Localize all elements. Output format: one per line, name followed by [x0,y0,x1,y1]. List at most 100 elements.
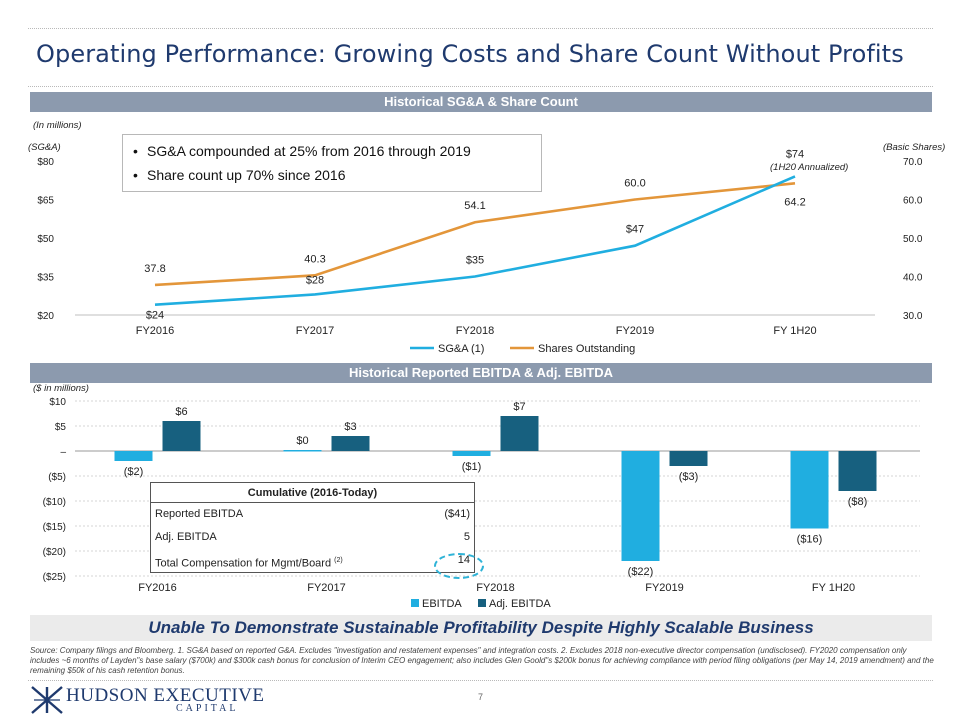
sga-callout-box: SG&A compounded at 25% from 2016 through… [122,134,542,192]
adj-ebitda-bar [162,421,201,451]
adj-ebitda-data-label: ($8) [848,496,868,508]
table-row: Reported EBITDA ($41) [151,503,474,526]
row-label: Reported EBITDA [155,508,244,520]
highlight-oval [434,553,484,579]
y-tick-label: $10 [49,397,66,408]
logo-word-capital: CAPITAL [176,703,239,714]
bottom-rule [28,680,933,681]
ebitda-bar [621,451,660,561]
x-tick-label: FY2017 [296,325,335,337]
section-header-ebitda: Historical Reported EBITDA & Adj. EBITDA [30,363,932,383]
callout-bullet: Share count up 70% since 2016 [133,163,531,187]
adj-ebitda-data-label: $6 [175,406,187,418]
y-left-tick-label: $50 [37,234,54,245]
y-left-tick-label: $20 [37,311,54,322]
shares-data-label: 37.8 [144,263,165,275]
y-left-tick-label: $80 [37,157,54,168]
legend-label-shares: Shares Outstanding [538,343,635,355]
x-tick-label: FY2016 [138,582,177,594]
adj-ebitda-data-label: $3 [344,421,356,433]
shares-data-label: 54.1 [464,200,485,212]
ebitda-bar-chart: ($25) ($20) ($15) ($10) ($5) – $5 $10 ($2) $0 ($1)… [43,397,920,610]
ebitda-bar [452,451,491,456]
shares-outstanding-line [154,182,796,287]
legend-swatch-adj-ebitda [478,599,486,607]
y-tick-label: ($5) [48,472,66,483]
adj-ebitda-bar [838,451,877,491]
page-number: 7 [478,692,484,702]
sga-data-label: $74 [786,148,804,160]
conclusion-banner: Unable To Demonstrate Sustainable Profit… [30,615,932,641]
y-right-tick-label: 50.0 [903,234,923,245]
y-tick-label: ($15) [43,522,66,533]
ebitda-bar [114,451,153,461]
x-tick-label: FY2017 [307,582,346,594]
logo-word-hudson: HUDSON EXECUTIVE [66,685,265,706]
ebitda-data-label: ($1) [462,461,482,473]
page-title: Operating Performance: Growing Costs and… [36,40,904,68]
y-right-tick-label: 30.0 [903,311,923,322]
sga-data-label: $28 [306,274,324,286]
y-right-tick-label: 60.0 [903,196,923,207]
x-tick-label: FY2019 [645,582,684,594]
shares-data-label: 40.3 [304,253,325,265]
legend-label-adj-ebitda: Adj. EBITDA [489,598,551,610]
ebitda-data-label: $0 [296,435,308,447]
legend-label-ebitda: EBITDA [422,598,462,610]
x-tick-label: FY2018 [456,325,495,337]
x-tick-label: FY2016 [136,325,175,337]
sga-data-label: $24 [146,310,164,322]
adj-ebitda-bar [500,416,539,451]
row-value: ($41) [444,508,470,520]
sga-line [154,175,796,307]
top-rule [28,28,933,29]
y-tick-label: ($20) [43,547,66,558]
section-header-sga: Historical SG&A & Share Count [30,92,932,112]
table-row: Adj. EBITDA 5 [151,526,474,549]
sga-data-label: $35 [466,255,484,267]
annualized-annotation: (1H20 Annualized) [770,162,849,173]
x-tick-label: FY 1H20 [773,325,816,337]
ebitda-bar [283,450,322,452]
x-tick-label: FY2019 [616,325,655,337]
x-tick-label: FY 1H20 [812,582,855,594]
legend-label-sga: SG&A (1) [438,343,484,355]
y-tick-label: ($10) [43,497,66,508]
adj-ebitda-data-label: $7 [513,401,525,413]
unit-note-ebitda: ($ in millions) [33,383,89,394]
right-axis-label: (Basic Shares) [883,142,946,153]
logo-mark-icon [31,686,63,714]
adj-ebitda-data-label: ($3) [679,471,699,483]
row-value: 5 [463,531,470,543]
source-footnote: Source: Company filings and Bloomberg. 1… [30,646,934,675]
sga-data-label: $47 [626,224,644,236]
row-label: Total Compensation for Mgmt/Board [155,557,332,570]
y-right-tick-label: 40.0 [903,273,923,284]
unit-note-sga: (In millions) [33,120,82,131]
company-logo: HUDSON EXECUTIVE CAPITAL [30,684,270,716]
adj-ebitda-bar [669,451,708,466]
footnote-ref: (2) [334,557,343,564]
table-row: Total Compensation for Mgmt/Board (2) 14 [151,549,474,572]
y-tick-label: $5 [55,422,67,433]
shares-data-label: 64.2 [784,196,805,208]
y-left-tick-label: $35 [37,273,54,284]
sga-shares-line-chart: $20 $35 $50 $65 $80 30.0 40.0 50.0 60.0 70.0 FY201… [37,148,923,355]
ebitda-bar [790,451,829,529]
shares-data-label: 60.0 [624,178,645,190]
x-tick-label: FY2018 [476,582,515,594]
legend-swatch-ebitda [411,599,419,607]
y-right-tick-label: 70.0 [903,157,923,168]
y-tick-label: – [60,447,66,458]
y-tick-label: ($25) [43,572,66,583]
adj-ebitda-bar [331,436,370,451]
title-rule [28,86,933,87]
ebitda-data-label: ($2) [124,466,144,478]
ebitda-data-label: ($22) [628,566,654,578]
ebitda-data-label: ($16) [797,534,823,546]
cumulative-table: Cumulative (2016-Today) Reported EBITDA … [150,482,475,573]
row-label: Adj. EBITDA [155,531,217,543]
left-axis-label: (SG&A) [28,142,61,153]
callout-bullet: SG&A compounded at 25% from 2016 through… [133,139,531,163]
cumulative-table-header: Cumulative (2016-Today) [151,483,474,503]
